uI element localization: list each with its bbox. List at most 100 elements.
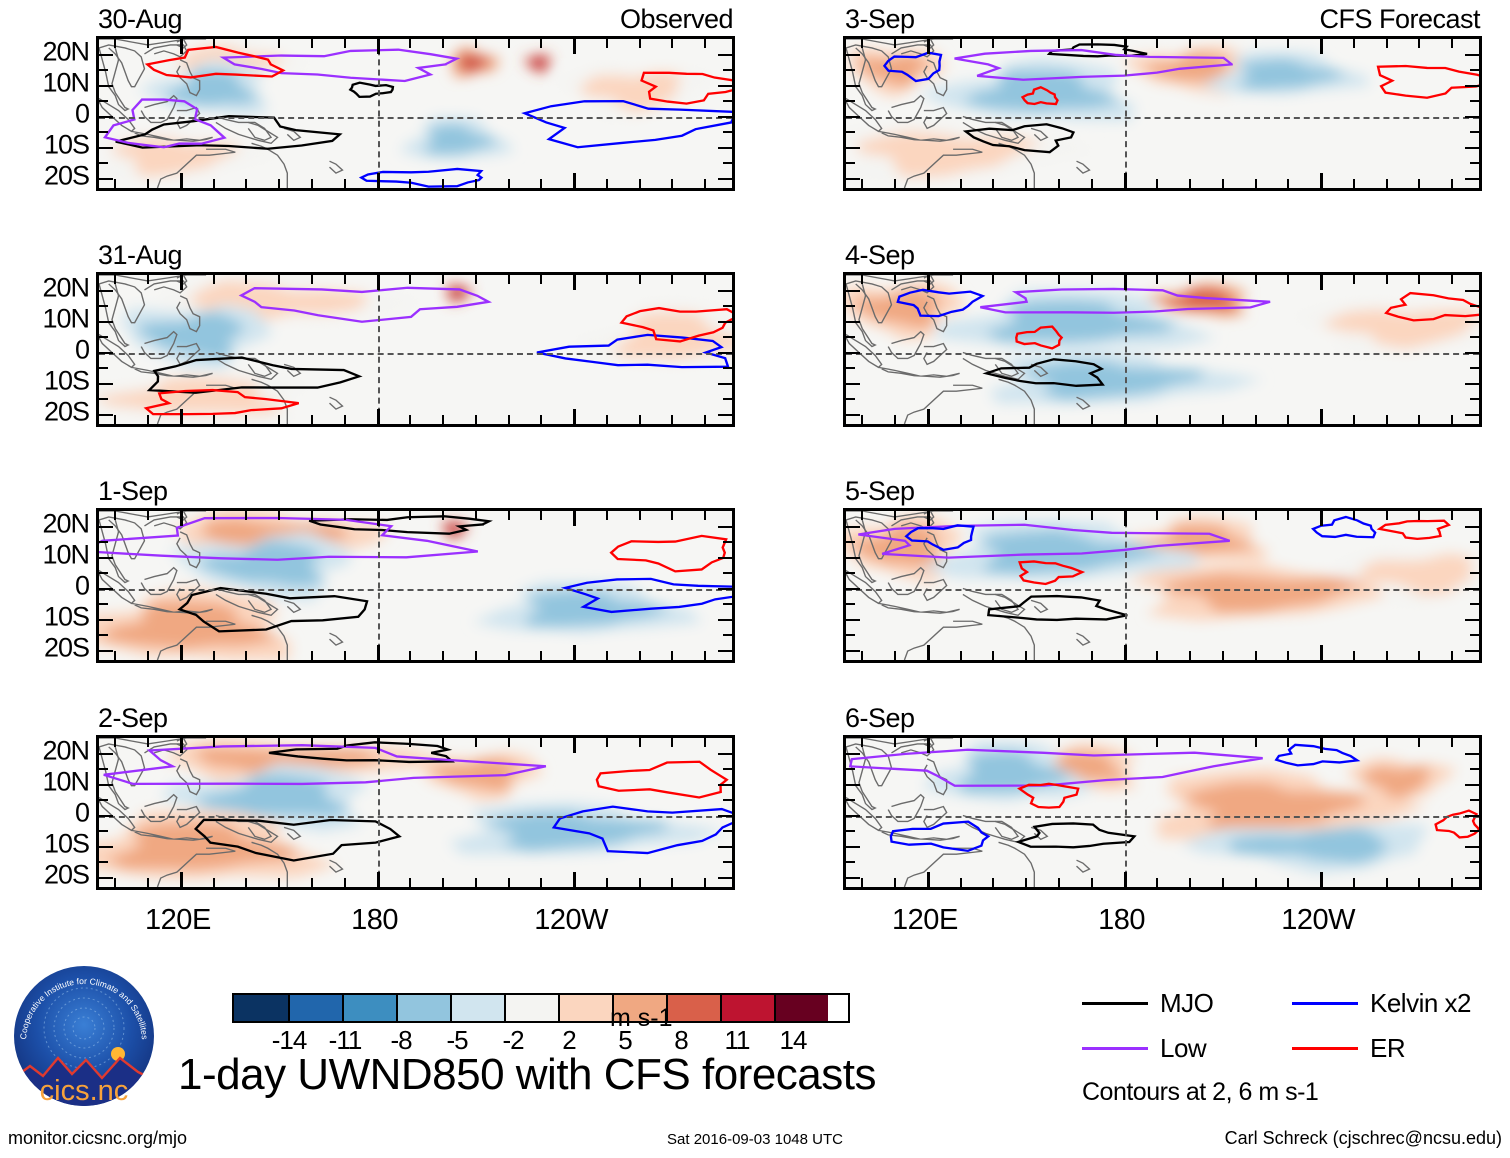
- x-axis-tick: [1090, 415, 1093, 424]
- legend-label: Low: [1160, 1033, 1207, 1063]
- x-axis-tick: [114, 878, 117, 887]
- y-axis-label: 10N: [42, 766, 90, 796]
- x-axis-tick: [409, 511, 412, 520]
- y-axis-tick: [99, 413, 113, 416]
- x-axis-tick: [1123, 738, 1127, 753]
- x-axis-tick: [1025, 415, 1028, 424]
- y-axis-tick: [846, 289, 860, 292]
- x-axis-tick: [959, 39, 962, 48]
- x-axis-label: 120W: [1281, 904, 1356, 936]
- y-axis-tick: [846, 336, 855, 338]
- coastline: [887, 330, 925, 360]
- wave-contour: [904, 524, 975, 552]
- y-axis-tick: [99, 69, 108, 71]
- colorbar-cell: [450, 995, 504, 1021]
- coastline: [887, 94, 925, 124]
- x-axis-tick: [1123, 511, 1127, 526]
- x-axis-tick: [1287, 179, 1290, 188]
- y-axis-label: 10N: [42, 303, 90, 333]
- coastline: [994, 121, 1020, 142]
- x-axis-label: 180: [1098, 904, 1145, 936]
- shading-blob: [1358, 553, 1474, 596]
- colorbar-cell: [612, 995, 666, 1021]
- x-axis-tick: [114, 738, 117, 747]
- footer-author: Carl Schreck (cjschrec@ncsu.edu): [1224, 1128, 1502, 1148]
- colorbar-tick-label: 8: [674, 1025, 689, 1055]
- y-axis-tick: [718, 556, 732, 559]
- y-axis-tick: [1465, 587, 1479, 590]
- y-axis-label: 20N: [42, 272, 90, 302]
- x-axis-tick: [573, 39, 577, 54]
- x-axis-tick: [926, 511, 930, 526]
- x-axis-tick: [474, 415, 477, 424]
- x-axis-tick: [1418, 738, 1421, 747]
- wave-contour: [103, 744, 547, 786]
- y-axis-tick: [99, 100, 108, 102]
- coastline: [1076, 160, 1091, 174]
- y-axis-tick: [846, 634, 855, 636]
- coastline: [156, 620, 236, 660]
- x-axis-tick: [1287, 878, 1290, 887]
- x-axis-tick: [1385, 878, 1388, 887]
- figure-title: 1-day UWND850 with CFS forecasts: [178, 1050, 877, 1099]
- x-axis-tick: [1156, 511, 1159, 520]
- coastline: [887, 793, 925, 823]
- plot-frame: [843, 36, 1482, 191]
- y-axis-tick: [1465, 814, 1479, 817]
- wave-contour: [1020, 86, 1059, 106]
- y-axis-tick: [846, 572, 855, 574]
- footer-url[interactable]: monitor.cicsnc.org/mjo: [8, 1128, 188, 1148]
- x-axis-tick: [540, 511, 543, 520]
- panel-date-label: 1-Sep: [98, 476, 168, 506]
- y-axis-tick: [723, 69, 732, 71]
- y-axis-tick: [1465, 320, 1479, 323]
- x-axis-tick: [1025, 179, 1028, 188]
- colorbar-tick-label: -14: [271, 1025, 308, 1055]
- x-axis-tick: [114, 511, 117, 520]
- y-axis-tick: [99, 525, 113, 528]
- wave-contour: [177, 586, 369, 633]
- y-axis-label: 10N: [42, 539, 90, 569]
- coastline: [215, 115, 279, 145]
- x-axis-tick: [1025, 651, 1028, 660]
- x-axis-tick: [1090, 511, 1093, 520]
- y-axis-tick: [723, 367, 732, 369]
- x-axis-tick: [114, 415, 117, 424]
- colorbar-tick-label: 11: [724, 1025, 751, 1055]
- x-axis-tick: [1451, 415, 1454, 424]
- x-axis-tick: [1352, 651, 1355, 660]
- x-axis-tick: [179, 409, 183, 424]
- x-axis-tick: [573, 511, 577, 526]
- x-axis-tick: [245, 39, 248, 48]
- x-axis-tick: [343, 415, 346, 424]
- plot-frame: [96, 508, 735, 663]
- x-axis-tick: [638, 179, 641, 188]
- x-axis-tick: [474, 39, 477, 48]
- y-axis-tick: [1465, 783, 1479, 786]
- y-axis-tick: [846, 861, 855, 863]
- x-axis-tick: [861, 275, 864, 284]
- coastline: [176, 295, 201, 333]
- x-axis-tick: [1058, 179, 1060, 188]
- x-axis-tick: [1254, 179, 1257, 188]
- x-axis-tick: [1287, 39, 1290, 48]
- x-axis-tick: [343, 878, 346, 887]
- coastline: [887, 566, 925, 596]
- x-axis-tick: [926, 738, 930, 753]
- map-canvas: [99, 275, 732, 424]
- x-axis-tick: [1221, 511, 1224, 520]
- x-axis-tick: [1025, 39, 1028, 48]
- x-axis-tick: [1352, 39, 1355, 48]
- y-axis-tick: [718, 525, 732, 528]
- x-axis-tick: [1058, 878, 1060, 887]
- y-axis-label: 20S: [43, 859, 90, 889]
- x-axis-tick: [507, 275, 510, 284]
- x-axis-tick: [212, 738, 215, 747]
- coastline: [878, 366, 960, 378]
- wave-contour: [962, 123, 1076, 154]
- x-axis-tick: [638, 275, 641, 284]
- y-axis-tick: [846, 876, 860, 879]
- x-axis-tick: [179, 275, 183, 290]
- wave-contour-layer: [103, 741, 732, 862]
- x-axis-tick: [245, 651, 248, 660]
